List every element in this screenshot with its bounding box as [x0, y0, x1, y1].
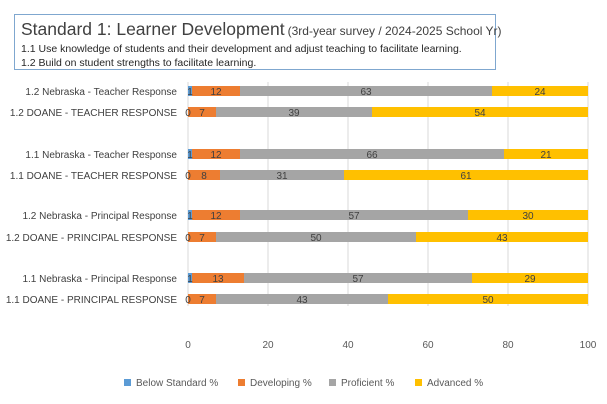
data-label: 7 [199, 108, 205, 119]
legend-label: Developing % [250, 378, 312, 389]
x-tick-label: 0 [185, 340, 191, 351]
data-label: 54 [474, 108, 486, 119]
bar-segment [192, 86, 240, 96]
bar-segment [216, 232, 416, 242]
title-line: Standard 1: Learner Development (3rd-year… [21, 18, 502, 42]
bar-segment [388, 294, 588, 304]
bar-segment [192, 273, 244, 283]
data-label: 8 [201, 171, 207, 182]
data-label: 7 [199, 295, 205, 306]
data-label: 24 [534, 87, 546, 98]
legend-label: Below Standard % [136, 378, 219, 389]
data-label: 0 [185, 295, 191, 306]
data-label: 43 [296, 295, 308, 306]
data-label: 1 [187, 87, 193, 98]
bar-segment [344, 170, 588, 180]
bar-segment [492, 86, 588, 96]
legend-swatch [124, 379, 131, 386]
caption-line-1: 1.1 Use knowledge of students and their … [21, 43, 462, 55]
category-label: 1.2 DOANE - PRINCIPAL RESPONSE [6, 233, 177, 244]
data-label: 30 [522, 211, 534, 222]
x-tick-label: 20 [262, 340, 274, 351]
legend: Below Standard % Developing % Proficient %… [0, 374, 607, 394]
chart-title: Standard 1: Learner Development [21, 19, 285, 39]
legend-swatch [329, 379, 336, 386]
bar-segment [188, 170, 220, 180]
bar-segment [188, 210, 192, 220]
bar-segment [188, 232, 216, 242]
legend-item: Proficient % [329, 378, 394, 389]
data-label: 21 [540, 150, 552, 161]
bar-segment [192, 210, 240, 220]
data-label: 1 [187, 211, 193, 222]
bar-segment [504, 149, 588, 159]
legend-label: Proficient % [341, 378, 395, 389]
bar-segment [240, 86, 492, 96]
bar-segment [216, 107, 372, 117]
category-label: 1.1 DOANE - PRINCIPAL RESPONSE [6, 295, 177, 306]
bar-segment [188, 86, 192, 96]
legend-label: Advanced % [427, 378, 484, 389]
chart-subtitle: (3rd-year survey / 2024-2025 School Yr) [287, 24, 502, 38]
x-tick-label: 80 [502, 340, 514, 351]
x-tick-label: 100 [580, 340, 597, 351]
bar-segment [188, 149, 192, 159]
category-label: 1.1 Nebraska - Principal Response [22, 274, 177, 285]
bar-segment [468, 210, 588, 220]
legend-item: Advanced % [415, 378, 483, 389]
data-label: 61 [460, 171, 472, 182]
data-labels: 1 12 63 240 7 39 541 12 66 210 8 31 611 12 57 300 7 50 431… [185, 87, 552, 306]
bar-segment [188, 294, 216, 304]
bar-segment [416, 232, 588, 242]
data-label: 63 [360, 87, 372, 98]
data-label: 12 [210, 87, 222, 98]
bar-segment [188, 273, 192, 283]
category-label: 1.1 Nebraska - Teacher Response [25, 150, 177, 161]
data-label: 39 [288, 108, 300, 119]
data-label: 57 [352, 274, 364, 285]
bar-segment [372, 107, 588, 117]
x-tick-label: 60 [422, 340, 434, 351]
data-label: 0 [185, 108, 191, 119]
caption-line-2: 1.2 Build on student strengths to facili… [21, 57, 257, 69]
x-axis-ticks: 0 20 40 60 80 100 [185, 340, 597, 351]
data-label: 12 [210, 150, 222, 161]
category-labels: 1.2 Nebraska - Teacher Response 1.2 DOANE… [6, 87, 178, 306]
data-label: 66 [366, 150, 378, 161]
data-label: 43 [496, 233, 508, 244]
data-label: 50 [482, 295, 494, 306]
data-label: 0 [185, 171, 191, 182]
category-label: 1.1 DOANE - TEACHER RESPONSE [10, 171, 177, 182]
data-label: 1 [187, 274, 193, 285]
category-label: 1.2 Nebraska - Principal Response [22, 211, 177, 222]
data-label: 0 [185, 233, 191, 244]
data-label: 1 [187, 150, 193, 161]
legend-item: Below Standard % [124, 378, 218, 389]
bar-segment [188, 107, 216, 117]
gridlines [187, 82, 589, 306]
bar-segment [220, 170, 344, 180]
title-box: Standard 1: Learner Development (3rd-year… [14, 14, 502, 70]
data-label: 12 [210, 211, 222, 222]
data-label: 29 [524, 274, 536, 285]
category-label: 1.2 Nebraska - Teacher Response [25, 87, 177, 98]
bar-segment [192, 149, 240, 159]
data-label: 31 [276, 171, 288, 182]
bar-segment [240, 210, 468, 220]
bar-segment [216, 294, 388, 304]
data-label: 57 [348, 211, 360, 222]
data-label: 7 [199, 233, 205, 244]
bar-segment [472, 273, 588, 283]
bar-segment [240, 149, 504, 159]
x-tick-label: 40 [342, 340, 354, 351]
data-label: 13 [212, 274, 224, 285]
bars [188, 86, 588, 304]
data-label: 50 [310, 233, 322, 244]
legend-swatch [415, 379, 422, 386]
bar-segment [244, 273, 472, 283]
category-label: 1.2 DOANE - TEACHER RESPONSE [10, 108, 177, 119]
legend-swatch [238, 379, 245, 386]
legend-item: Developing % [238, 378, 312, 389]
